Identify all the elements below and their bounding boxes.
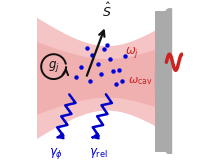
Text: $\gamma_\phi$: $\gamma_\phi$ [49,146,63,161]
FancyBboxPatch shape [155,11,172,152]
Polygon shape [155,8,172,155]
Text: $\gamma_{\rm rel}$: $\gamma_{\rm rel}$ [89,146,108,160]
Text: $g_j$: $g_j$ [48,59,59,74]
Polygon shape [37,42,158,115]
Text: $\omega_{\rm cav}$: $\omega_{\rm cav}$ [128,75,152,87]
Polygon shape [37,18,158,139]
Text: $\hat{S}$: $\hat{S}$ [102,2,112,20]
Text: $\omega_j$: $\omega_j$ [125,45,139,59]
